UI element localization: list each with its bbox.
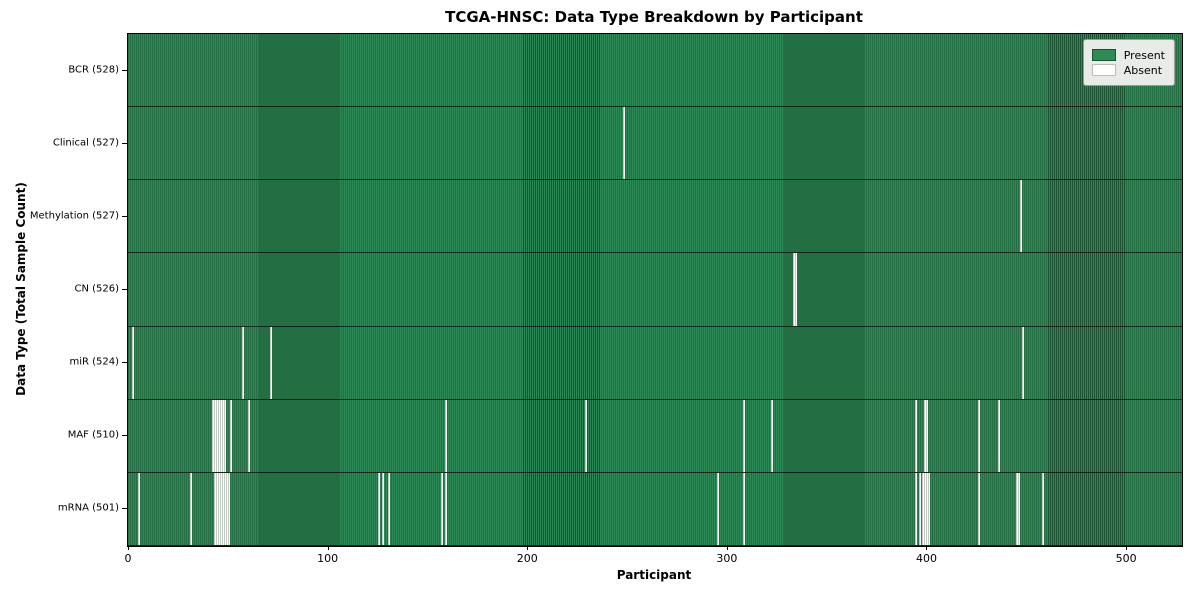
ytick-label-bcr: BCR (528) [68,64,119,76]
absent-stripe [189,472,192,545]
legend-entry-absent: Absent [1091,63,1165,77]
absent-stripe [269,326,272,399]
absent-stripe [794,253,797,326]
legend-present-label: Present [1123,48,1165,62]
absent-stripe [131,326,134,399]
ytick-mark [122,435,127,437]
absent-stripe [219,472,222,545]
xtick-mark [1126,546,1128,550]
absent-stripe [227,472,230,545]
absent-stripe [215,399,218,472]
ytick-label-cn: CN (526) [74,283,119,295]
xtick-label-100: 100 [317,552,339,565]
chart-title: TCGA-HNSC: Data Type Breakdown by Partic… [445,8,863,26]
ytick-mark [122,69,127,71]
absent-stripe [215,472,218,545]
absent-stripe [1016,472,1019,545]
legend-absent-label: Absent [1123,63,1163,77]
ytick-mark [122,362,127,364]
legend-entry-present: Present [1091,48,1165,62]
heatmap-row-methylation [128,180,1182,254]
absent-stripe [1022,326,1025,399]
ytick-label-mrna: mRNA (501) [57,502,119,514]
absent-stripe [229,399,232,472]
absent-stripe [716,472,719,545]
absent-stripe [742,472,745,545]
plot-area: Present Absent [127,33,1183,547]
xtick-mark [527,546,529,550]
ytick-mark [122,215,127,217]
xtick-label-200: 200 [516,552,538,565]
absent-stripe [924,472,927,545]
legend-present-swatch [1091,49,1116,61]
x-axis-label: Participant [616,568,692,582]
absent-stripe [211,399,214,472]
xtick-mark [128,546,129,550]
absent-stripe [914,472,917,545]
xtick-mark [327,546,329,550]
absent-stripe [914,399,917,472]
xtick-mark [926,546,928,550]
absent-stripe [742,399,745,472]
absent-stripe [926,472,929,545]
legend: Present Absent [1082,39,1175,86]
absent-stripe [792,253,795,326]
absent-stripe [221,472,224,545]
xtick-label-400: 400 [915,552,937,565]
absent-stripe [623,107,626,180]
absent-stripe [217,399,220,472]
absent-stripe [978,472,981,545]
heatmap-row-cn [128,253,1182,327]
absent-stripe [922,472,925,545]
absent-stripe [241,326,244,399]
legend-absent-swatch [1091,64,1116,76]
absent-stripe [770,399,773,472]
absent-stripe [137,472,140,545]
absent-stripe [926,399,929,472]
absent-stripe [219,399,222,472]
absent-stripe [377,472,380,545]
absent-stripe [247,399,250,472]
heatmap-row-clinical [128,107,1182,181]
xtick-label-0: 0 [124,552,132,565]
absent-stripe [918,472,921,545]
ytick-mark [122,142,127,144]
absent-stripe [441,472,444,545]
absent-stripe [1018,472,1021,545]
absent-stripe [585,399,588,472]
absent-stripe [225,472,228,545]
xtick-label-300: 300 [716,552,738,565]
absent-stripe [924,399,927,472]
absent-stripe [1020,180,1023,253]
ytick-label-methylation: Methylation (527) [29,210,119,222]
absent-stripe [928,472,931,545]
absent-stripe [1042,472,1045,545]
absent-stripe [978,399,981,472]
ytick-mark [122,289,127,290]
absent-stripe [221,399,224,472]
heatmap-row-bcr [128,34,1182,108]
absent-stripe [213,472,216,545]
absent-stripe [445,399,448,472]
absent-stripe [223,472,226,545]
ytick-label-maf: MAF (510) [67,429,119,441]
ytick-mark [122,508,127,510]
absent-stripe [223,399,226,472]
absent-stripe [998,399,1001,472]
xtick-mark [726,546,728,550]
absent-stripe [217,472,220,545]
heatmap-row-maf [128,399,1182,473]
absent-stripe [387,472,390,545]
absent-stripe [213,399,216,472]
ytick-label-mir: miR (524) [69,356,119,368]
ytick-label-clinical: Clinical (527) [52,137,119,149]
absent-stripe [381,472,384,545]
absent-stripe [445,472,448,545]
xtick-label-500: 500 [1115,552,1137,565]
heatmap-row-mir [128,326,1182,400]
heatmap-row-mrna [128,472,1182,546]
